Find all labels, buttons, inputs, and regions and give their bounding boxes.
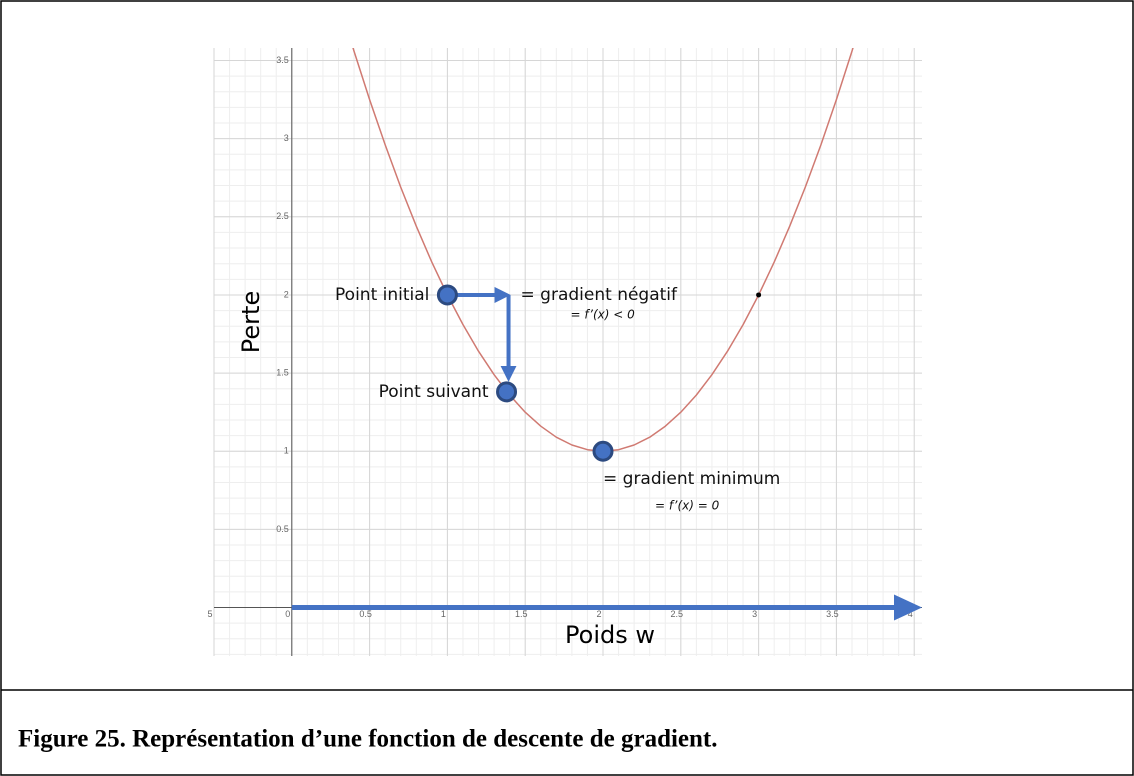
- x-tick-label: 4: [908, 609, 913, 619]
- x-axis-label: Poids w: [565, 621, 655, 649]
- point: [592, 440, 614, 462]
- y-tick-label: 3: [284, 133, 289, 143]
- x-tick-label: 3.5: [826, 609, 839, 619]
- y-tick-label: 1.5: [276, 367, 289, 377]
- point-label: Point initial: [335, 285, 429, 305]
- annotation: = f’(x) = 0: [655, 499, 720, 513]
- point: [496, 381, 518, 403]
- point-label: Point suivant: [379, 382, 489, 402]
- x-tick-label: 0: [285, 609, 290, 619]
- overlay: 5 0 0.5 1 1.5 2 2.5 3 3.5 4 0.5 1 1.5 2 2.5 3 3.5 Point i…: [207, 55, 922, 649]
- x-tick-label: 0.5: [359, 609, 372, 619]
- grid: [213, 48, 922, 656]
- y-tick-label: 2.5: [276, 211, 289, 221]
- x-tick-label: 2: [597, 609, 602, 619]
- y-axis-label: Perte: [237, 291, 265, 353]
- y-tick-label: 3.5: [276, 55, 289, 65]
- x-tick-label: 3: [752, 609, 757, 619]
- caption: Figure 25. Représentation d’une fonction…: [18, 726, 718, 753]
- x-tick-label: 1.5: [515, 609, 528, 619]
- x-axis-arrowhead: [894, 594, 922, 621]
- y-tick-label: 1: [284, 446, 289, 456]
- x-tick-label: 5: [207, 609, 212, 619]
- x-tick-label: 1: [441, 609, 446, 619]
- annotation: = f’(x) < 0: [571, 307, 636, 321]
- y-tick-label: 0.5: [276, 524, 289, 534]
- annotation: = gradient négatif: [521, 285, 678, 305]
- point: [436, 284, 458, 306]
- y-tick-label: 2: [284, 289, 289, 299]
- marker-dot: [756, 292, 762, 298]
- annotation: = gradient minimum: [603, 469, 780, 489]
- x-tick-label: 2.5: [671, 609, 684, 619]
